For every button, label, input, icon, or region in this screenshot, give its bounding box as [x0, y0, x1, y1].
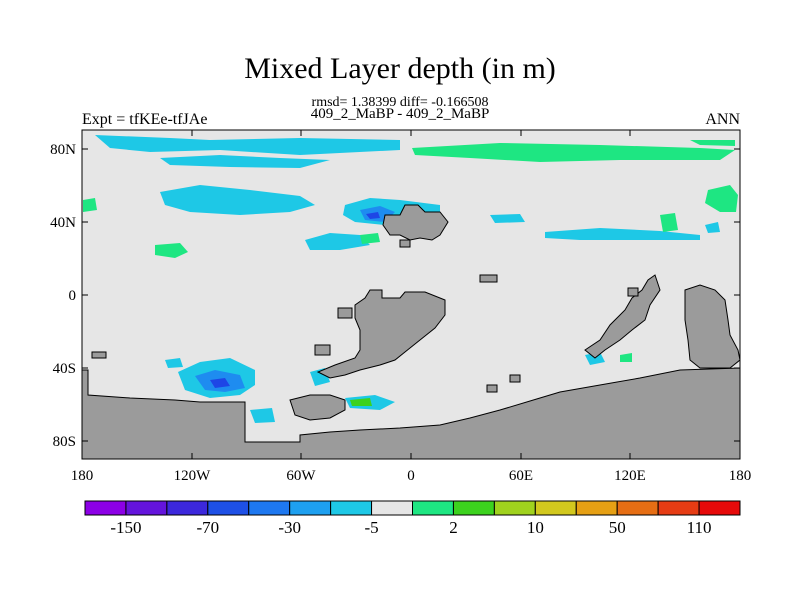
- experiment-label: Expt = tfKEe-tfJAe: [82, 111, 208, 128]
- lon-label: 0: [407, 468, 415, 484]
- lon-label: 60E: [509, 468, 533, 484]
- colorbar-label: -5: [364, 518, 379, 537]
- colorbar-swatch: [289, 500, 332, 516]
- arctic-anomalies: [95, 135, 735, 168]
- lat-label: 40S: [53, 361, 76, 377]
- lat-label: 40N: [50, 215, 76, 231]
- lat-label: 80S: [53, 434, 76, 450]
- lon-label: 60W: [286, 468, 316, 484]
- colorbar-swatch: [248, 500, 291, 516]
- lat-label: 0: [69, 288, 77, 304]
- map-subtitle-experiments: 409_2_MaBP - 409_2_MaBP: [310, 106, 490, 122]
- colorbar-label: 110: [686, 518, 712, 537]
- colorbar-label: 50: [608, 518, 626, 537]
- lon-label: 180: [71, 468, 94, 484]
- colorbar-swatch: [207, 500, 250, 516]
- colorbar-swatch: [125, 500, 168, 516]
- colorbar-label: 10: [526, 518, 544, 537]
- colorbar-label: -30: [278, 518, 302, 537]
- colorbar: [84, 500, 741, 516]
- lat-labels: 80N 40N 0 40S 80S: [50, 142, 76, 450]
- lon-labels: 180 120W 60W 0 60E 120E 180: [71, 468, 752, 484]
- lon-label: 180: [729, 468, 752, 484]
- land-masses: [81, 204, 741, 460]
- colorbar-swatch: [534, 500, 577, 516]
- colorbar-swatch: [698, 500, 741, 516]
- colorbar-label: 2: [449, 518, 458, 537]
- lon-label: 120W: [174, 468, 212, 484]
- lat-label: 80N: [50, 142, 76, 158]
- south-anomalies: [165, 352, 632, 423]
- map-title: Mixed Layer depth (in m): [244, 52, 556, 85]
- colorbar-swatch: [330, 500, 373, 516]
- colorbar-swatch: [166, 500, 209, 516]
- colorbar-swatch: [616, 500, 659, 516]
- lat-ticks: [82, 148, 740, 442]
- colorbar-label: -150: [110, 518, 142, 537]
- colorbar-swatch: [493, 500, 536, 516]
- map-subtitle-rmsd: rmsd= 1.38399 diff= -0.166508: [311, 95, 489, 110]
- lon-ticks: [191, 130, 631, 459]
- colorbar-swatch: [371, 500, 413, 516]
- colorbar-swatch: [575, 500, 618, 516]
- lon-label: 120E: [614, 468, 646, 484]
- colorbar-swatch: [452, 500, 495, 516]
- colorbar-swatch: [657, 500, 700, 516]
- season-label: ANN: [705, 111, 740, 128]
- colorbar-label: -70: [196, 518, 220, 537]
- colorbar-swatch: [412, 500, 454, 516]
- colorbar-swatch: [84, 500, 127, 516]
